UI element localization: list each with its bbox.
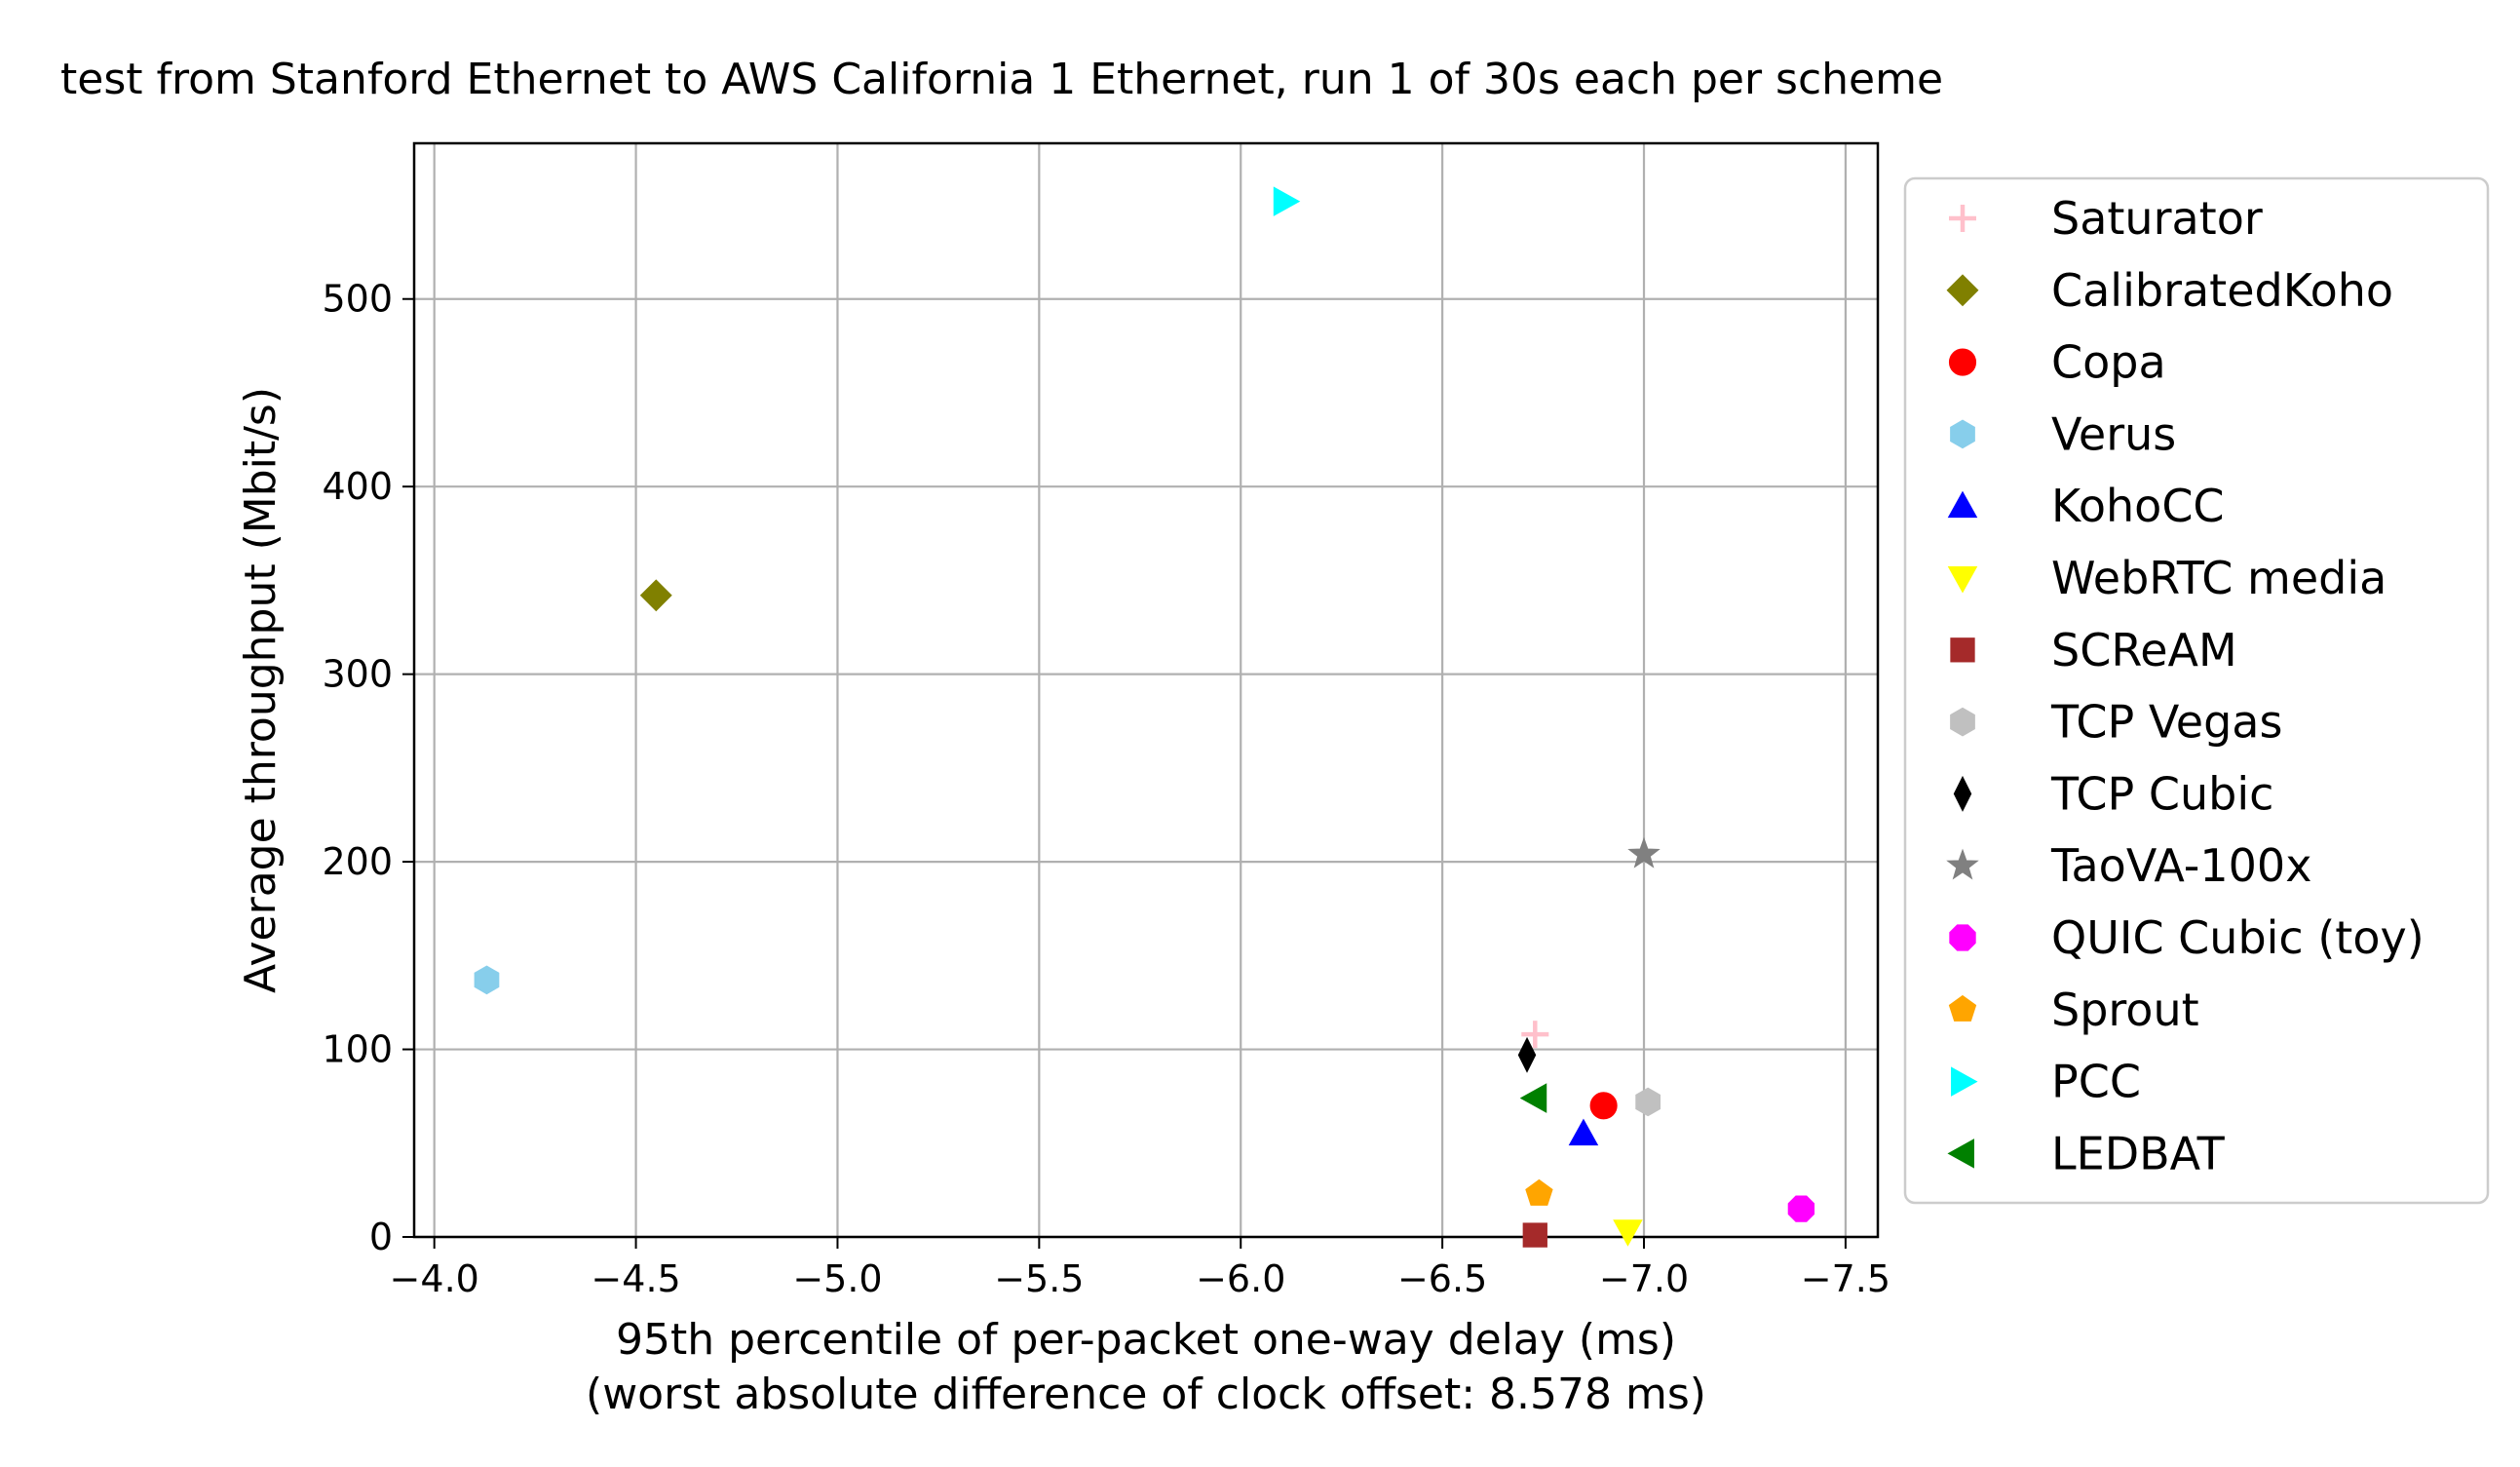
legend-item-saturator: Saturator <box>1949 192 2263 245</box>
legend-label-tcp-vegas: TCP Vegas <box>2050 696 2282 749</box>
plot-area-frame <box>412 141 1880 1239</box>
y-axis-label: Average throughput (Mbit/s) <box>236 387 286 993</box>
x-axis-label: 95th percentile of per-packet one-way de… <box>616 1315 1676 1365</box>
legend-item-webrtc-media: WebRTC media <box>1947 552 2386 604</box>
y-tick-label: 100 <box>322 1028 393 1071</box>
legend-item-calibratedkoho: CalibratedKoho <box>1946 264 2393 317</box>
legend-item-copa: Copa <box>1948 336 2166 389</box>
legend-marker-tcp-vegas <box>1950 707 1975 737</box>
legend-marker-tcp-cubic <box>1953 775 1972 812</box>
legend-label-tcp-cubic: TCP Cubic <box>2050 767 2273 820</box>
legend-item-pcc: PCC <box>1951 1056 2141 1108</box>
data-point-taova-100x <box>1627 836 1661 869</box>
legend-marker-copa <box>1948 348 1977 376</box>
legend-label-sprout: Sprout <box>2051 984 2199 1036</box>
x-tick-label: −6.0 <box>1196 1257 1285 1300</box>
legend-item-ledbat: LEDBAT <box>1947 1127 2226 1179</box>
legend-label-webrtc-media: WebRTC media <box>2051 552 2386 604</box>
legend-item-scream: SCReAM <box>1950 624 2237 676</box>
x-tick-label: −5.5 <box>994 1257 1084 1300</box>
y-tick-label: 400 <box>322 465 393 508</box>
legend-item-quic-cubic-toy: QUIC Cubic (toy) <box>1949 911 2425 964</box>
x-tick-label: −4.0 <box>390 1257 479 1300</box>
legend-marker-verus <box>1950 419 1975 449</box>
legend-marker-sprout <box>1948 994 1977 1022</box>
legend-label-kohocc: KohoCC <box>2051 480 2225 532</box>
legend-marker-scream <box>1950 637 1975 663</box>
legend-label-scream: SCReAM <box>2051 624 2237 676</box>
legend-item-tcp-cubic: TCP Cubic <box>1953 767 2273 820</box>
legend-item-kohocc: KohoCC <box>1947 480 2225 532</box>
legend-label-ledbat: LEDBAT <box>2051 1127 2226 1179</box>
x-tick-label: −7.5 <box>1801 1257 1890 1300</box>
data-point-scream <box>1522 1222 1547 1248</box>
x-axis-sublabel: (worst absolute difference of clock offs… <box>586 1370 1706 1419</box>
legend-label-pcc: PCC <box>2051 1056 2141 1108</box>
y-tick-label: 0 <box>369 1216 393 1258</box>
legend-label-calibratedkoho: CalibratedKoho <box>2051 264 2393 317</box>
data-point-tcp-vegas <box>1635 1087 1661 1117</box>
data-point-copa <box>1589 1092 1618 1120</box>
legend-marker-pcc <box>1951 1066 1978 1097</box>
legend-label-saturator: Saturator <box>2051 192 2263 245</box>
legend-marker-kohocc <box>1947 490 1978 519</box>
data-point-verus <box>474 965 500 995</box>
legend-marker-ledbat <box>1947 1139 1974 1169</box>
x-tick-label: −7.0 <box>1599 1257 1689 1300</box>
legend-label-quic-cubic-toy: QUIC Cubic (toy) <box>2051 911 2425 964</box>
x-tick-label: −6.5 <box>1397 1257 1487 1300</box>
y-tick-label: 500 <box>322 278 393 321</box>
legend-item-verus: Verus <box>1950 407 2176 460</box>
legend-item-sprout: Sprout <box>1948 984 2199 1036</box>
data-point-sprout <box>1525 1178 1553 1206</box>
legend-marker-webrtc-media <box>1947 566 1978 594</box>
data-point-saturator <box>1521 1021 1549 1049</box>
legend-marker-saturator <box>1949 205 1976 232</box>
data-point-calibratedkoho <box>639 579 672 612</box>
data-point-webrtc-media <box>1613 1219 1643 1247</box>
data-point-kohocc <box>1568 1118 1599 1146</box>
data-points <box>474 186 1815 1248</box>
legend: Saturator CalibratedKoho Copa Verus KohoCC We… <box>1903 176 2490 1205</box>
data-point-pcc <box>1273 186 1301 216</box>
legend-label-verus: Verus <box>2051 407 2176 460</box>
legend-marker-taova-100x <box>1946 848 1979 880</box>
data-point-ledbat <box>1519 1083 1547 1113</box>
legend-frame <box>1903 176 2490 1205</box>
chart-title: test from Stanford Ethernet to AWS Calif… <box>60 55 1943 104</box>
legend-item-tcp-vegas: TCP Vegas <box>1950 696 2282 749</box>
x-tick-label: −5.0 <box>792 1257 882 1300</box>
x-tick-label: −4.5 <box>591 1257 680 1300</box>
legend-marker-quic-cubic-toy <box>1949 924 1976 951</box>
legend-items: Saturator CalibratedKoho Copa Verus KohoCC We… <box>1946 192 2425 1179</box>
data-point-quic-cubic-toy <box>1787 1195 1815 1222</box>
legend-item-taova-100x: TaoVA-100x <box>1946 839 2311 892</box>
y-tick-label: 200 <box>322 840 393 883</box>
legend-marker-calibratedkoho <box>1946 274 1979 307</box>
axis-ticks: −4.0 −4.5 −5.0 −5.5 −6.0 −6.5 −7.0 −7.5 0 100 200 3… <box>322 278 1890 1300</box>
legend-label-copa: Copa <box>2051 336 2166 389</box>
y-tick-label: 300 <box>322 653 393 696</box>
legend-label-taova-100x: TaoVA-100x <box>2050 839 2311 892</box>
data-point-tcp-cubic <box>1517 1036 1537 1073</box>
grid-lines <box>414 143 1878 1239</box>
